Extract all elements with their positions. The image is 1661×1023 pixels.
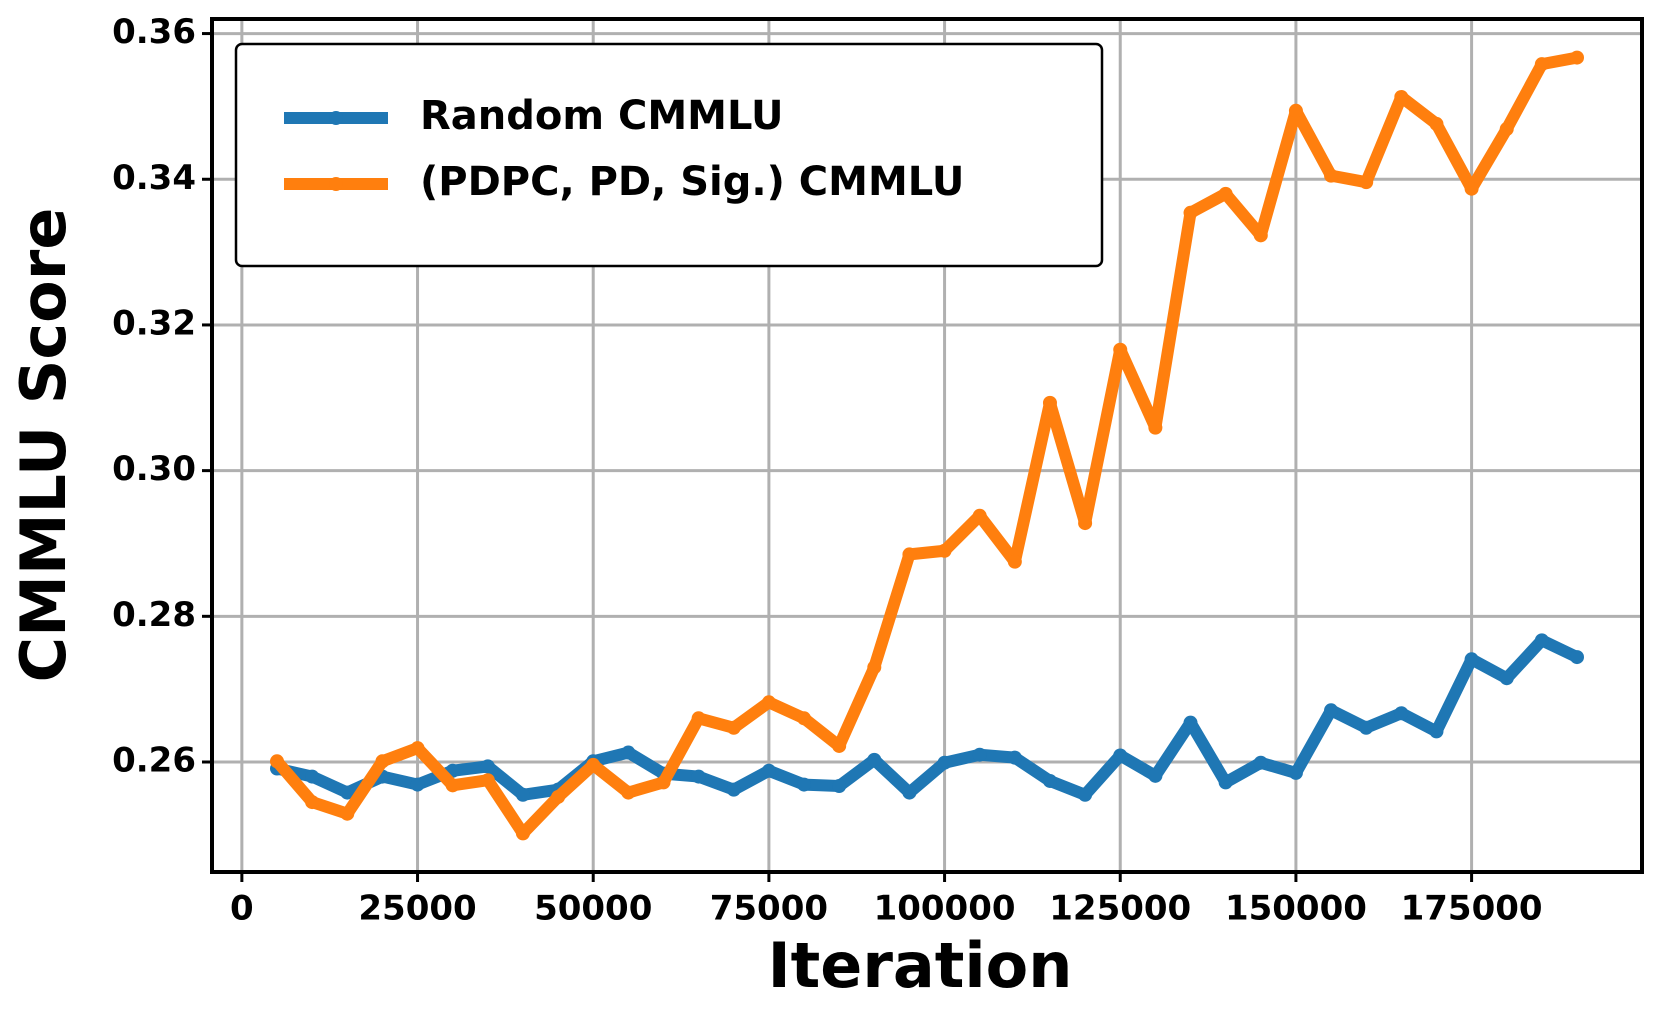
- point: [340, 806, 355, 821]
- legend-label: (PDPC, PD, Sig.) CMMLU: [420, 159, 964, 205]
- point: [1183, 205, 1198, 220]
- series-line: [275, 634, 1580, 801]
- point: [1218, 186, 1233, 201]
- y-tick-label: 0.28: [112, 595, 196, 635]
- x-tick-label: 100000: [874, 889, 1016, 929]
- x-axis-label: Iteration: [768, 929, 1073, 1002]
- point: [1288, 103, 1303, 118]
- legend-marker: [329, 177, 343, 191]
- point: [1429, 116, 1444, 131]
- point: [1183, 715, 1198, 730]
- point: [1570, 50, 1584, 65]
- point: [726, 782, 741, 797]
- point: [410, 777, 425, 792]
- point: [1148, 420, 1163, 435]
- point: [480, 773, 495, 788]
- point: [445, 778, 460, 793]
- point: [1113, 748, 1128, 763]
- point: [375, 754, 390, 769]
- point: [515, 826, 530, 841]
- point: [1324, 168, 1339, 183]
- legend-label: Random CMMLU: [420, 93, 784, 139]
- y-tick-label: 0.26: [112, 741, 196, 781]
- point: [1288, 765, 1303, 780]
- point: [691, 711, 706, 726]
- point: [305, 769, 320, 784]
- point: [656, 775, 671, 790]
- legend-box: [234, 42, 1104, 268]
- point: [937, 543, 952, 558]
- x-tick-label: 150000: [1225, 889, 1367, 929]
- point: [1148, 768, 1163, 783]
- point: [726, 720, 741, 735]
- point: [1394, 706, 1409, 721]
- point: [902, 547, 917, 562]
- point: [691, 769, 706, 784]
- point: [1007, 554, 1022, 569]
- point: [586, 757, 601, 772]
- point: [1078, 787, 1093, 802]
- y-tick-label: 0.32: [112, 303, 196, 343]
- point: [1429, 724, 1444, 739]
- point: [1007, 750, 1022, 765]
- legend-marker: [329, 111, 343, 125]
- point: [1359, 720, 1374, 735]
- y-axis-label: CMMLU Score: [7, 208, 80, 683]
- x-tick-label: 75000: [710, 889, 828, 929]
- point: [797, 777, 812, 792]
- point: [410, 741, 425, 756]
- point: [832, 738, 847, 753]
- plot-frame: [210, 17, 1644, 874]
- legend: Random CMMLU (PDPC, PD, Sig.) CMMLU: [234, 42, 1104, 268]
- point: [1464, 181, 1479, 196]
- point: [1042, 773, 1057, 788]
- point: [937, 755, 952, 770]
- point: [270, 754, 284, 769]
- x-tick-label: 0: [230, 889, 254, 929]
- point: [1042, 395, 1057, 410]
- point: [1218, 775, 1233, 790]
- point: [1534, 633, 1549, 648]
- point: [480, 759, 495, 774]
- point: [515, 787, 530, 802]
- point: [1499, 121, 1514, 136]
- point: [972, 747, 987, 762]
- point: [1499, 671, 1514, 686]
- point: [832, 779, 847, 794]
- point: [867, 660, 882, 675]
- point: [340, 785, 355, 800]
- y-tick-label: 0.36: [112, 12, 196, 52]
- point: [761, 695, 776, 710]
- point: [761, 763, 776, 778]
- point: [902, 785, 917, 800]
- point: [1253, 755, 1268, 770]
- x-tick-label: 175000: [1401, 889, 1543, 929]
- point: [1078, 516, 1093, 531]
- point: [1113, 342, 1128, 357]
- point: [621, 745, 636, 760]
- y-tick-label: 0.34: [112, 158, 196, 198]
- point: [1253, 228, 1268, 243]
- point: [1394, 89, 1409, 104]
- point: [1324, 703, 1339, 718]
- point: [797, 711, 812, 726]
- point: [305, 795, 320, 810]
- y-tick-label: 0.30: [112, 449, 196, 489]
- point: [1359, 175, 1374, 190]
- x-tick-label: 25000: [358, 889, 476, 929]
- point: [1534, 57, 1549, 72]
- point: [551, 789, 566, 804]
- point: [1570, 650, 1584, 665]
- x-tick-label: 50000: [534, 889, 652, 929]
- point: [867, 752, 882, 767]
- point: [621, 785, 636, 800]
- point: [1464, 652, 1479, 667]
- point: [972, 508, 987, 523]
- x-tick-label: 125000: [1049, 889, 1191, 929]
